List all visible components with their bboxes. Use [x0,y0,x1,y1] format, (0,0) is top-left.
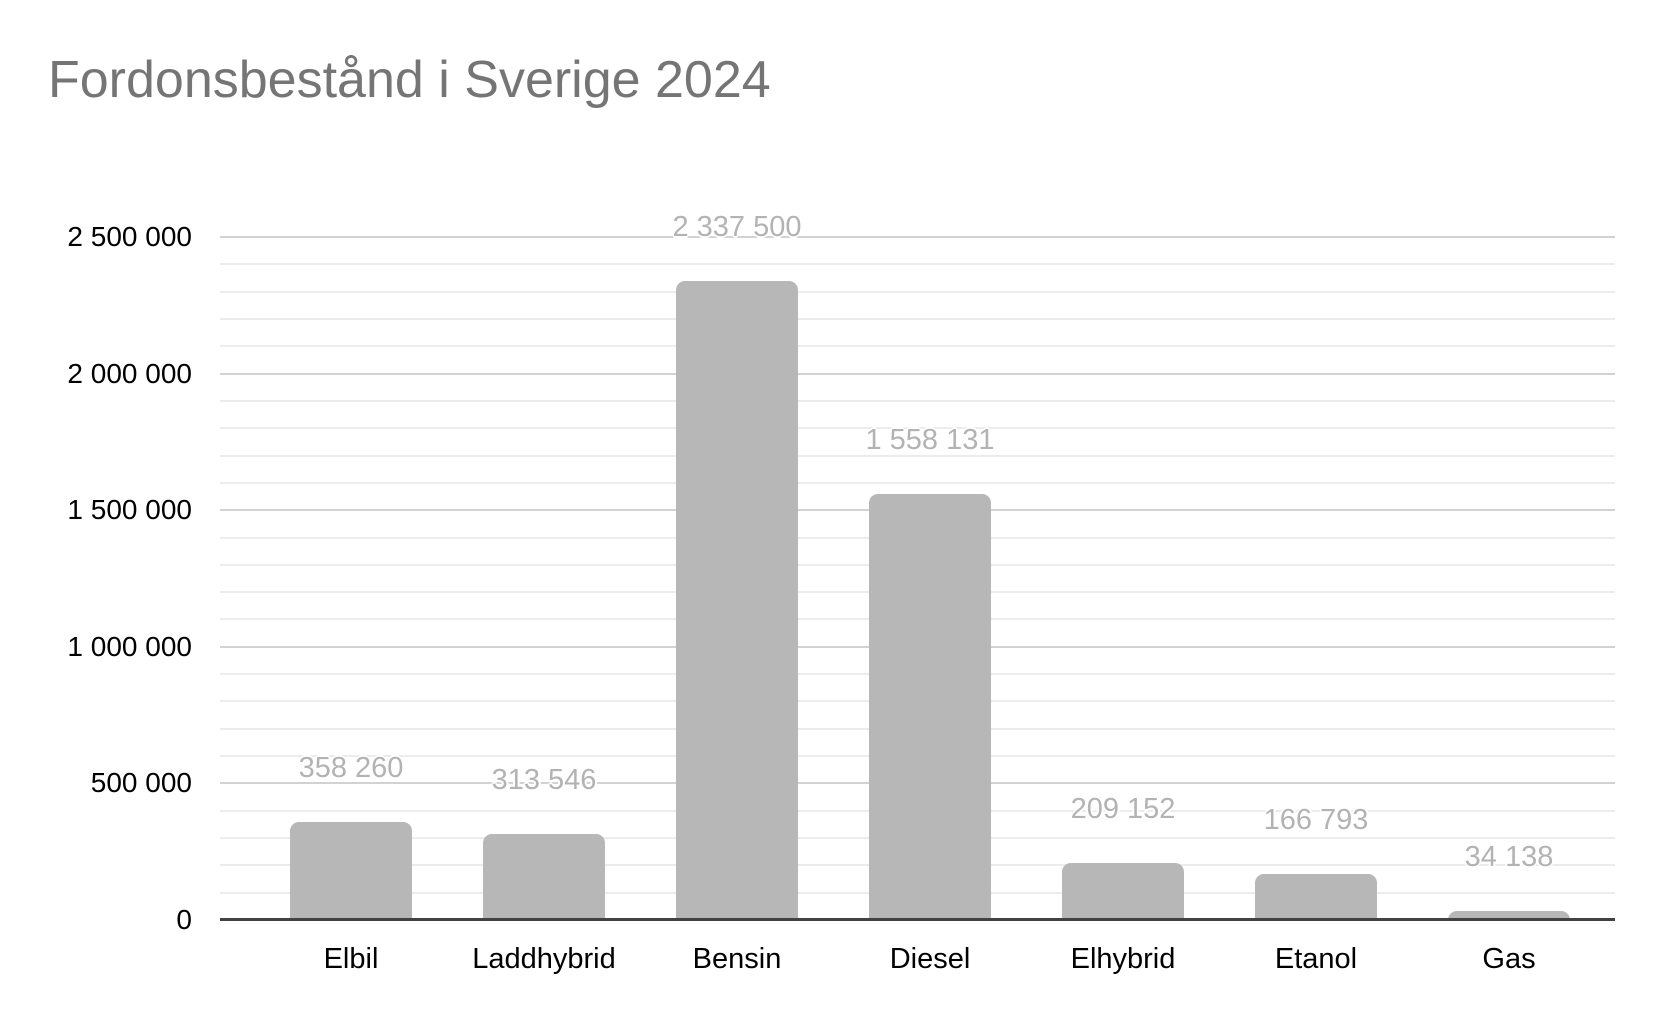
bar-value-label: 313 546 [491,764,597,797]
bar-elbil [290,822,412,920]
minor-gridline [220,454,1615,457]
bar-elhybrid [1062,862,1184,920]
category-label-laddhybrid: Laddhybrid [472,943,616,975]
bar-value-label: 1 558 131 [865,424,995,457]
bar-value-label: 209 152 [1070,792,1176,825]
bar-bensin [676,281,798,920]
y-tick-label: 2 500 000 [67,221,192,252]
category-label-elbil: Elbil [323,943,379,975]
minor-gridline [220,263,1615,266]
minor-gridline [220,290,1615,293]
category-label-gas: Gas [1482,943,1536,975]
bar-value-label: 166 793 [1263,804,1369,837]
bar-laddhybrid [483,834,605,920]
minor-gridline [220,399,1615,402]
y-tick-label: 1 000 000 [67,630,192,662]
minor-gridline [220,427,1615,430]
category-label-elhybrid: Elhybrid [1070,943,1176,975]
bar-gas [1448,910,1570,920]
major-gridline [220,372,1615,375]
chart-title: Fordonsbestånd i Sverige 2024 [48,51,771,109]
minor-gridline [220,345,1615,348]
bar-value-label: 358 260 [298,752,404,785]
x-axis-line [220,918,1615,921]
y-tick-label: 0 [176,904,192,935]
category-label-etanol: Etanol [1274,943,1358,975]
bar-diesel [869,494,991,920]
minor-gridline [220,317,1615,320]
category-label-bensin: Bensin [692,943,782,975]
y-tick-label: 1 500 000 [67,494,192,526]
y-tick-label: 500 000 [90,767,192,799]
bar-etanol [1255,874,1377,920]
bar-value-label: 2 337 500 [672,211,802,244]
y-tick-label: 2 000 000 [67,357,192,389]
minor-gridline [220,481,1615,484]
bar-value-label: 34 138 [1464,840,1554,873]
category-label-diesel: Diesel [889,943,971,975]
major-gridline [220,236,1615,238]
